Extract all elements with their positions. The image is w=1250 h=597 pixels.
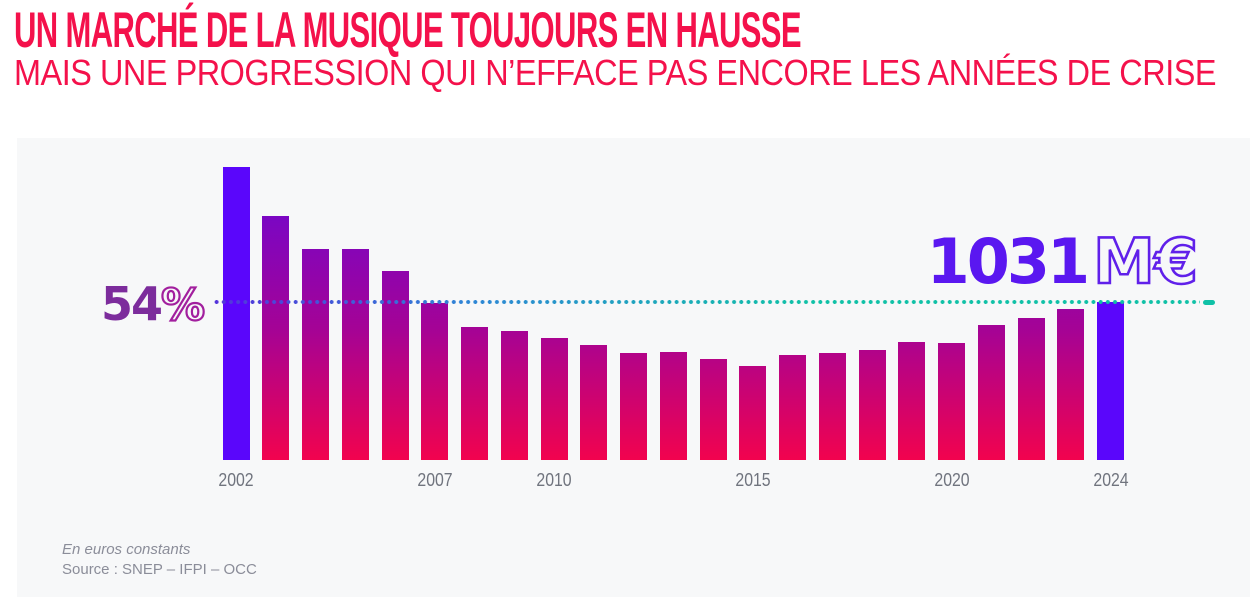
bar-2002 xyxy=(222,167,250,460)
chart-footer: En euros constants Source : SNEP – IFPI … xyxy=(62,540,257,580)
meur-outline-glyph: M€ xyxy=(1092,225,1199,298)
chart-subtitle: MAIS UNE PROGRESSION QUI N’EFFACE PAS EN… xyxy=(14,52,1217,93)
bar-2009 xyxy=(500,331,528,460)
x-axis-label-2010: 2010 xyxy=(536,470,572,490)
bar-2008 xyxy=(461,327,489,460)
annotation-1031-value: 1031 xyxy=(926,225,1091,298)
bar-2011 xyxy=(580,345,608,460)
bar-2013 xyxy=(659,352,687,460)
reference-line-endcap xyxy=(1203,300,1215,305)
bar-2016 xyxy=(779,355,807,460)
bar-2003 xyxy=(262,216,290,460)
chart-panel: 54% 1031M€ 2002 2007 2010 2015 2020 2024 En e… xyxy=(17,138,1250,597)
bar-2021 xyxy=(977,325,1005,460)
bar-2007 xyxy=(421,303,449,460)
bar-2014 xyxy=(699,359,727,460)
bar-2020 xyxy=(938,343,965,460)
bar-2024 xyxy=(1097,302,1124,460)
source-line: Source : SNEP – IFPI – OCC xyxy=(62,561,257,578)
bar-2005 xyxy=(341,249,369,460)
bar-2022 xyxy=(1017,318,1045,460)
annotation-54-value: 54 xyxy=(101,277,163,331)
footnote-euros-constants: En euros constants xyxy=(62,541,191,558)
chart-header: UN MARCHÉ DE LA MUSIQUE TOUJOURS EN HAUS… xyxy=(14,2,1250,93)
bar-2023 xyxy=(1057,309,1085,460)
percent-outline-glyph: % xyxy=(160,280,206,331)
annotation-1031-meur: 1031M€ xyxy=(927,228,1200,295)
bar-2015 xyxy=(739,366,767,460)
x-axis-label-2020: 2020 xyxy=(933,470,970,490)
x-axis-label-2002: 2002 xyxy=(218,470,254,490)
reference-dotted-line xyxy=(213,300,1200,304)
bar-2012 xyxy=(620,353,648,460)
bar-2010 xyxy=(540,338,568,460)
bar-2018 xyxy=(858,350,886,460)
x-axis-label-2024: 2024 xyxy=(1092,470,1129,490)
x-axis-label-2007: 2007 xyxy=(417,470,453,490)
bar-2019 xyxy=(898,342,926,460)
bar-2017 xyxy=(818,353,846,460)
annotation-54-percent: 54% xyxy=(101,280,206,331)
x-axis-label-2015: 2015 xyxy=(735,470,771,490)
bar-2004 xyxy=(302,249,330,460)
chart-title: UN MARCHÉ DE LA MUSIQUE TOUJOURS EN HAUS… xyxy=(14,2,802,58)
